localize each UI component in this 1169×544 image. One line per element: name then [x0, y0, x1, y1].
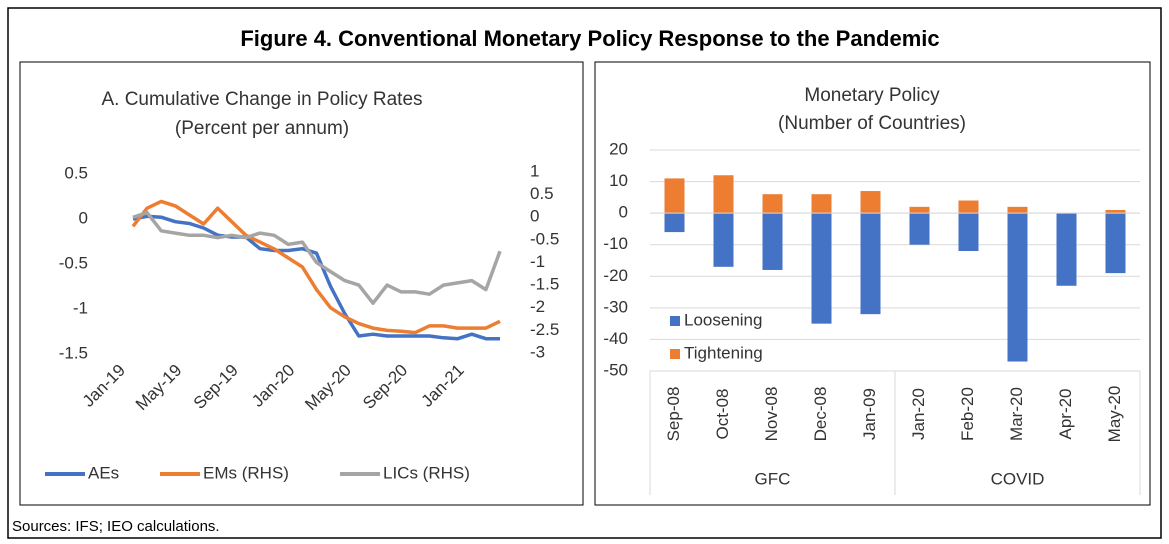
figure-border	[7, 7, 1162, 539]
bar	[664, 213, 685, 233]
x-tick-label: Jan-19	[79, 361, 129, 411]
chart-title: A. Cumulative Change in Policy Rates	[101, 89, 422, 110]
bar	[713, 213, 734, 267]
bar	[762, 213, 783, 270]
bar	[713, 175, 734, 214]
bar	[1056, 213, 1077, 286]
y-tick-label: -10	[603, 234, 628, 253]
legend-label: EMs (RHS)	[203, 463, 289, 482]
y2-tick-label: -0.5	[530, 229, 559, 248]
y-tick-label: -1	[73, 298, 88, 317]
legend-label: AEs	[88, 463, 119, 482]
data-line	[131, 199, 501, 335]
x-tick-label: May-20	[301, 361, 355, 415]
bar	[958, 200, 979, 214]
y2-tick-label: -2.5	[530, 320, 559, 339]
figure-title: Figure 4. Conventional Monetary Policy R…	[240, 26, 939, 51]
legend-swatch	[670, 349, 680, 359]
y2-tick-label: 0	[530, 207, 539, 226]
panel-border	[594, 61, 1151, 506]
y-tick-label: 0.5	[64, 163, 88, 182]
bar	[1007, 213, 1028, 362]
y2-tick-label: 1	[530, 161, 539, 180]
x-tick-label: Jan-20	[248, 361, 298, 411]
source-note: Sources: IFS; IEO calculations.	[12, 518, 220, 535]
y-tick-label: -40	[603, 329, 628, 348]
group-label: GFC	[755, 469, 791, 488]
bar	[860, 213, 881, 315]
x-tick-label: Oct-08	[713, 388, 732, 439]
bar	[909, 206, 930, 214]
panel-border	[19, 61, 584, 506]
legend-label: LICs (RHS)	[383, 463, 470, 482]
x-tick-label: Jan-09	[860, 388, 879, 440]
y-tick-label: 0	[619, 203, 628, 222]
x-tick-label: Nov-08	[762, 387, 781, 442]
bar	[909, 213, 930, 245]
chart-subtitle: (Number of Countries)	[778, 113, 966, 134]
x-tick-label: Apr-20	[1056, 388, 1075, 439]
x-tick-label: May-20	[1105, 386, 1124, 443]
bar	[1007, 206, 1028, 214]
y-tick-label: -20	[603, 266, 628, 285]
y-tick-label: -30	[603, 297, 628, 316]
y-tick-label: 0	[79, 208, 88, 227]
legend-swatch	[670, 316, 680, 326]
x-tick-label: Jan-20	[909, 388, 928, 440]
x-tick-label: Feb-20	[958, 387, 977, 441]
bar	[762, 194, 783, 214]
y-tick-label: -1.5	[59, 343, 88, 362]
x-tick-label: Dec-08	[811, 387, 830, 442]
x-tick-label: Sep-20	[359, 361, 411, 413]
bar	[860, 191, 881, 214]
x-tick-label: Jan-21	[418, 361, 468, 411]
bar	[664, 178, 685, 214]
bar	[811, 194, 832, 214]
y2-tick-label: -2	[530, 297, 545, 316]
y-tick-label: -50	[603, 360, 628, 379]
y-tick-label: 20	[609, 139, 628, 158]
chart-subtitle: (Percent per annum)	[175, 118, 349, 139]
data-line	[132, 214, 500, 341]
y2-tick-label: 0.5	[530, 184, 554, 203]
chart-title: Monetary Policy	[804, 85, 940, 106]
legend-label: Loosening	[684, 310, 762, 329]
y-tick-label: 10	[609, 171, 628, 190]
x-tick-label: Sep-19	[190, 361, 242, 413]
y2-tick-label: -3	[530, 342, 545, 361]
data-line	[132, 210, 502, 305]
legend-label: Tightening	[684, 343, 763, 362]
x-tick-label: Sep-08	[664, 387, 683, 442]
bar	[958, 213, 979, 252]
y2-tick-label: -1	[530, 252, 545, 271]
x-tick-label: May-19	[132, 361, 186, 415]
y-tick-label: -0.5	[59, 253, 88, 272]
bar	[811, 213, 832, 324]
bar	[1105, 213, 1126, 274]
x-tick-label: Mar-20	[1007, 387, 1026, 441]
y2-tick-label: -1.5	[530, 275, 559, 294]
group-label: COVID	[991, 469, 1045, 488]
bar	[1105, 209, 1126, 214]
